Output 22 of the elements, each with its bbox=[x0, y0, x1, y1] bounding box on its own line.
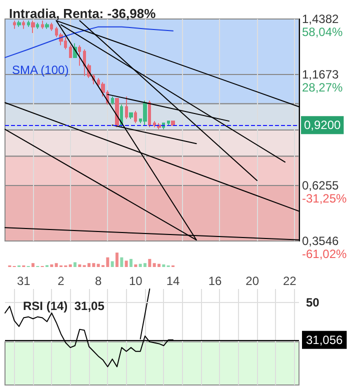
text: 50 bbox=[306, 295, 320, 310]
y-tick-label: 0,3546 bbox=[302, 234, 340, 248]
text: RSI (14) 31,05 bbox=[23, 299, 105, 313]
x-tick-label: 20 bbox=[246, 274, 260, 288]
x-tick-label: 14 bbox=[166, 274, 180, 288]
x-tick-label: 2 bbox=[58, 274, 65, 288]
x-tick-label: 31 bbox=[16, 274, 31, 288]
y-tick-label: 0,6255 bbox=[302, 178, 340, 192]
x-tick-label: 16 bbox=[208, 274, 222, 288]
series-label: SMA (100) bbox=[12, 63, 69, 77]
text: 31,056 bbox=[306, 332, 344, 347]
text: 28,27% bbox=[302, 80, 344, 94]
text: -31,25% bbox=[302, 192, 348, 206]
ref-line-label: 0,9200 bbox=[304, 118, 342, 132]
text: -61,02% bbox=[302, 247, 348, 261]
y-tick-label: 1,1673 bbox=[302, 68, 340, 82]
y-tick-label: 1,4382 bbox=[302, 12, 340, 26]
x-tick-label: 22 bbox=[282, 274, 297, 288]
text: 58,04% bbox=[302, 25, 344, 39]
x-tick-label: 8 bbox=[94, 274, 102, 288]
chart-title: Intradia, Renta: -36,98% bbox=[9, 6, 156, 21]
x-tick-label: 10 bbox=[128, 274, 143, 288]
